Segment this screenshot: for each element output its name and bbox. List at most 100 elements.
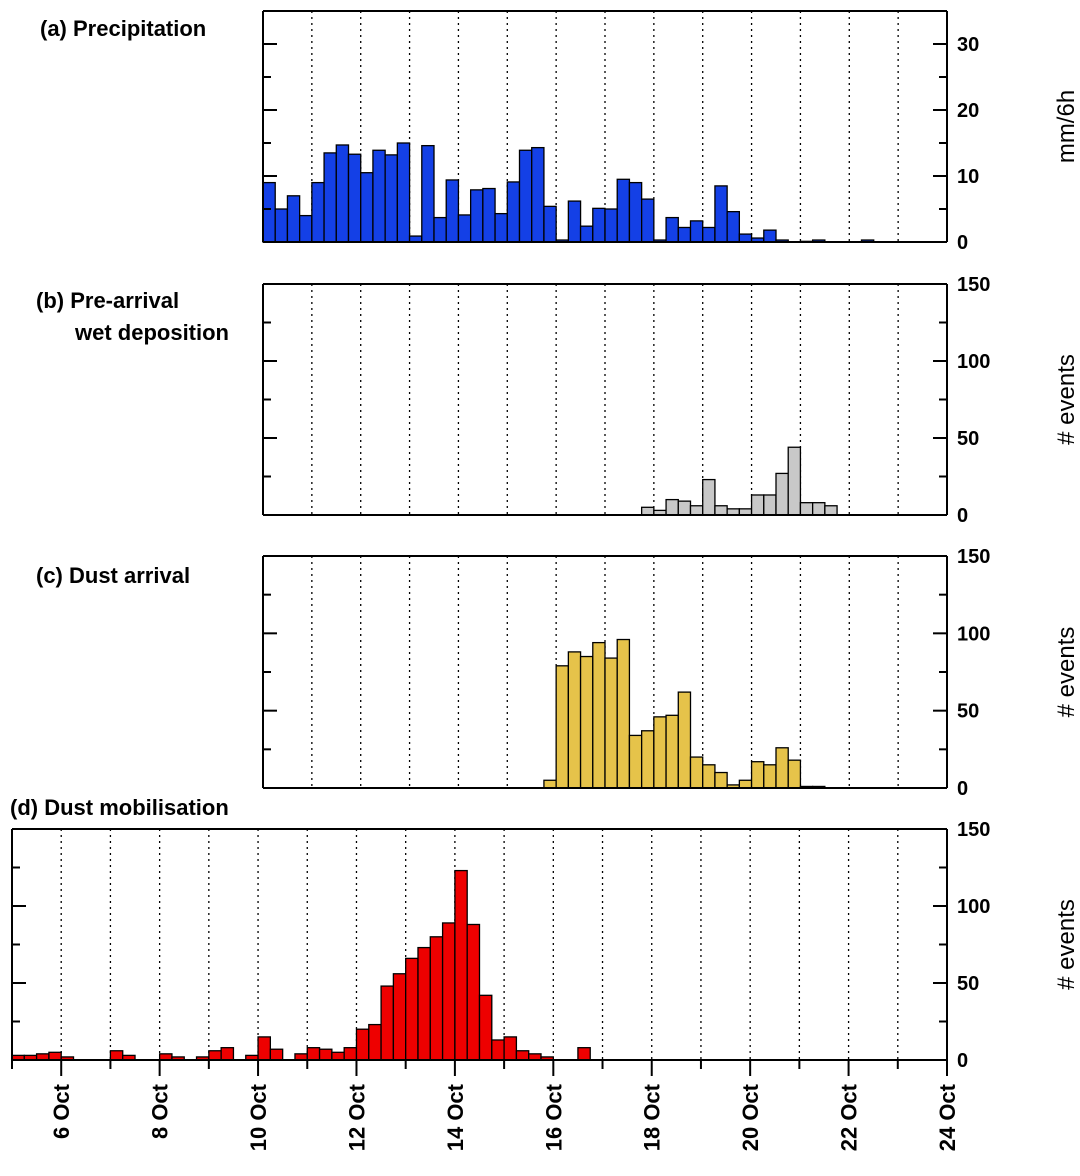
bar: [604, 208, 618, 243]
bar: [714, 505, 728, 516]
bar: [368, 1023, 382, 1061]
bar: [577, 1047, 591, 1061]
bar: [726, 210, 741, 243]
bar: [531, 146, 545, 243]
bar: [457, 214, 472, 243]
bar: [335, 144, 350, 243]
bar: [604, 657, 618, 789]
panel-a: 0 10 20 30 mm/6h (a) Precipitation: [40, 10, 1080, 254]
bar: [257, 1036, 272, 1061]
bar: [491, 1039, 505, 1061]
bar: [48, 1051, 62, 1061]
bar: [429, 936, 444, 1061]
bar: [763, 494, 777, 516]
bar: [208, 1050, 222, 1061]
bar: [311, 181, 325, 243]
bar: [628, 734, 643, 789]
bar: [220, 1047, 235, 1061]
panel-d: 0 50 100 150 # events (d) Dust mobilisation 6 …: [10, 795, 1080, 1151]
y-axis-title: # events: [1053, 627, 1080, 718]
bar: [482, 187, 496, 243]
ytick-label: 150: [957, 274, 990, 296]
bar: [677, 691, 692, 789]
bar: [543, 205, 557, 243]
panel-title: (a) Precipitation: [40, 16, 206, 41]
bar: [579, 655, 594, 789]
bar: [665, 216, 679, 243]
bar: [567, 651, 582, 789]
bar: [738, 233, 753, 243]
ytick-label: 30: [957, 34, 979, 56]
bar: [441, 922, 456, 1061]
bar: [750, 494, 765, 516]
bar: [689, 505, 704, 516]
bar: [417, 946, 431, 1061]
bar: [306, 1047, 321, 1061]
panel-title: (c) Dust arrival: [36, 563, 190, 588]
bar: [640, 506, 655, 516]
bar: [689, 220, 704, 243]
ytick-label: 0: [957, 778, 968, 800]
bar: [380, 985, 395, 1061]
ytick-label: 100: [957, 896, 990, 918]
bar: [318, 1048, 333, 1061]
bar: [677, 226, 692, 243]
bar: [799, 502, 814, 516]
bar: [298, 214, 313, 243]
bar: [579, 225, 594, 243]
bar: [714, 185, 728, 243]
ytick-label: 50: [957, 428, 979, 450]
ytick-label: 150: [957, 819, 990, 841]
xtick-label: 22 Oct: [837, 1083, 862, 1151]
bar: [503, 1036, 518, 1061]
bar: [466, 923, 481, 1061]
ytick-label: 20: [957, 100, 979, 122]
bar: [787, 759, 802, 789]
bar: [750, 761, 765, 789]
bar: [689, 756, 704, 789]
bar: [702, 226, 716, 243]
ytick-label: 150: [957, 546, 990, 568]
bar: [677, 500, 692, 516]
bar: [738, 779, 753, 789]
panel-title: wet deposition: [74, 320, 229, 345]
xtick-label: 8 Oct: [148, 1083, 173, 1139]
bar: [421, 144, 435, 243]
bar: [274, 208, 289, 243]
bar: [518, 149, 533, 243]
bar: [787, 446, 802, 516]
xtick-label: 14 Oct: [443, 1083, 468, 1151]
bar: [433, 216, 447, 243]
bar: [811, 502, 826, 516]
bar: [343, 1047, 358, 1061]
ytick-label: 0: [957, 505, 968, 527]
y-axis-title: mm/6h: [1053, 90, 1080, 163]
bar: [567, 200, 582, 243]
bar: [592, 207, 606, 243]
bar: [286, 195, 301, 243]
ytick-label: 100: [957, 351, 990, 373]
ytick-label: 100: [957, 623, 990, 645]
ytick-label: 0: [957, 1050, 968, 1072]
bar: [445, 179, 460, 243]
bar: [347, 153, 362, 243]
bar: [372, 149, 386, 243]
xtick-label: 18 Oct: [640, 1083, 665, 1151]
panel-b: 0 50 100 150 # events (b) Pre-arrival wet depo…: [36, 274, 1080, 527]
bar: [640, 198, 655, 243]
ytick-label: 50: [957, 701, 979, 723]
xtick-label: 12 Oct: [344, 1083, 369, 1151]
xtick-label: 10 Oct: [246, 1083, 271, 1151]
bar: [269, 1048, 284, 1061]
bar: [515, 1050, 530, 1061]
bar: [506, 181, 521, 243]
bar: [628, 181, 643, 243]
bar: [494, 212, 508, 243]
bar: [763, 229, 777, 243]
y-axis-title: # events: [1053, 899, 1080, 990]
bar: [469, 189, 484, 243]
xtick-label: 20 Oct: [738, 1083, 763, 1151]
bar: [714, 771, 728, 789]
bar: [555, 665, 570, 789]
